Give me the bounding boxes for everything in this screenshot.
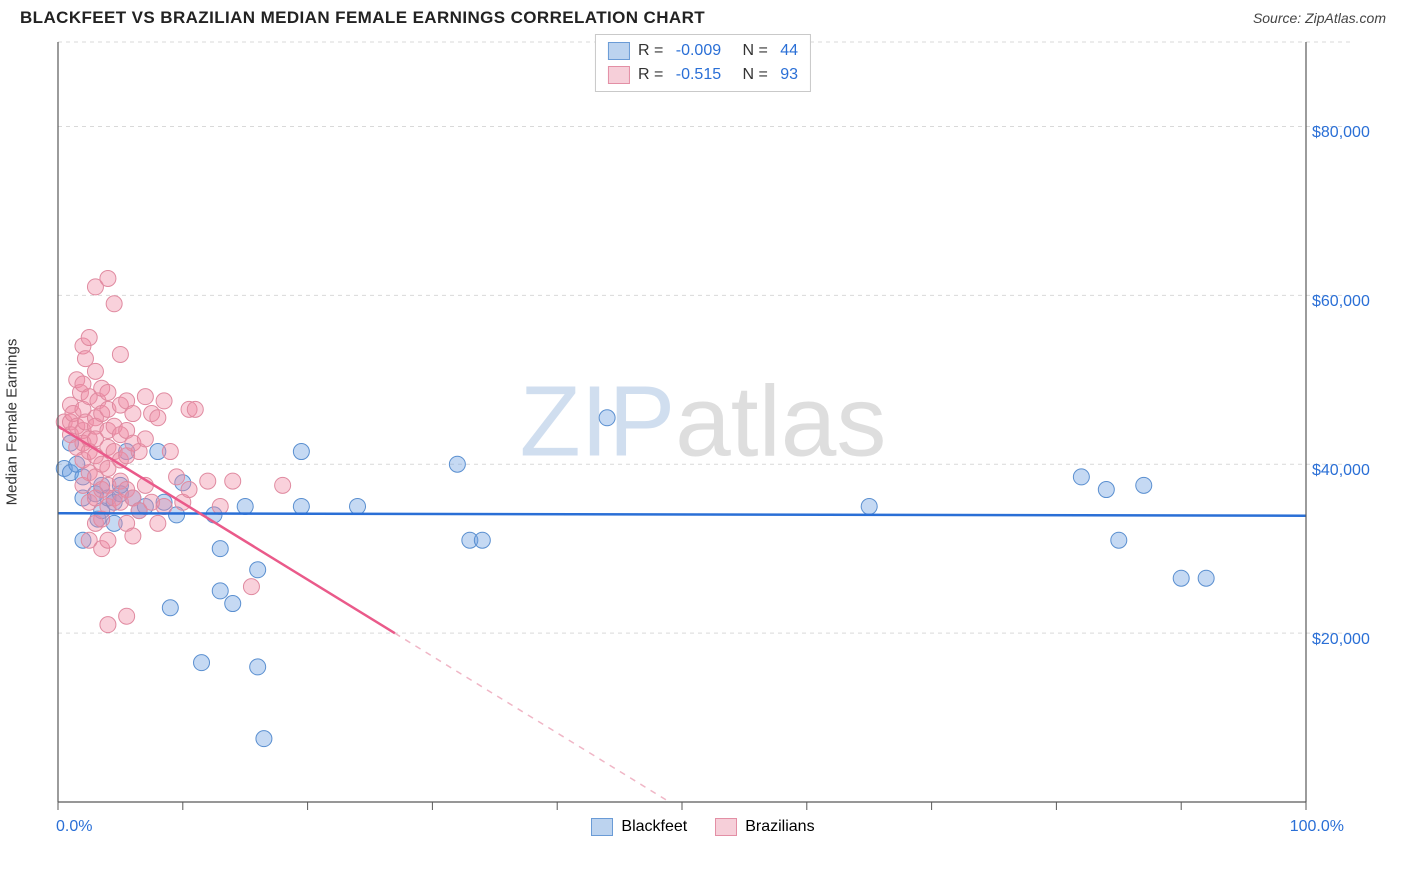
x-max-label: 100.0% (1290, 818, 1344, 836)
legend-top: R = -0.009 N = 44R = -0.515 N = 93 (595, 34, 811, 92)
legend-top-row: R = -0.009 N = 44 (608, 39, 798, 63)
y-tick-label: $40,000 (1312, 462, 1370, 480)
source-name: ZipAtlas.com (1305, 10, 1386, 26)
y-tick-label: $60,000 (1312, 293, 1370, 311)
x-min-label: 0.0% (56, 818, 92, 836)
legend-r-value: -0.515 (676, 63, 721, 87)
legend-top-row: R = -0.515 N = 93 (608, 63, 798, 87)
scatter-chart (20, 32, 1350, 812)
y-axis-label: Median Female Earnings (4, 339, 21, 506)
legend-bottom-item: Blackfeet (591, 818, 687, 836)
legend-swatch (608, 66, 630, 84)
chart-title: BLACKFEET VS BRAZILIAN MEDIAN FEMALE EAR… (20, 8, 705, 28)
y-tick-label: $80,000 (1312, 124, 1370, 142)
source-prefix: Source: (1253, 10, 1305, 26)
legend-n-value: 93 (780, 63, 798, 87)
legend-swatch (591, 818, 613, 836)
legend-r-label: R = (638, 39, 668, 63)
y-tick-label: $20,000 (1312, 631, 1370, 649)
legend-swatch (608, 42, 630, 60)
legend-series-name: Blackfeet (621, 818, 687, 836)
legend-series-name: Brazilians (745, 818, 814, 836)
legend-bottom: Blackfeet Brazilians (0, 818, 1406, 836)
legend-swatch (715, 818, 737, 836)
legend-r-value: -0.009 (676, 39, 721, 63)
legend-n-label: N = (729, 63, 772, 87)
legend-n-value: 44 (780, 39, 798, 63)
legend-n-label: N = (729, 39, 772, 63)
legend-r-label: R = (638, 63, 668, 87)
legend-bottom-item: Brazilians (715, 818, 814, 836)
chart-container: Median Female Earnings ZIPatlas R = -0.0… (20, 32, 1386, 812)
source-label: Source: ZipAtlas.com (1253, 10, 1386, 26)
